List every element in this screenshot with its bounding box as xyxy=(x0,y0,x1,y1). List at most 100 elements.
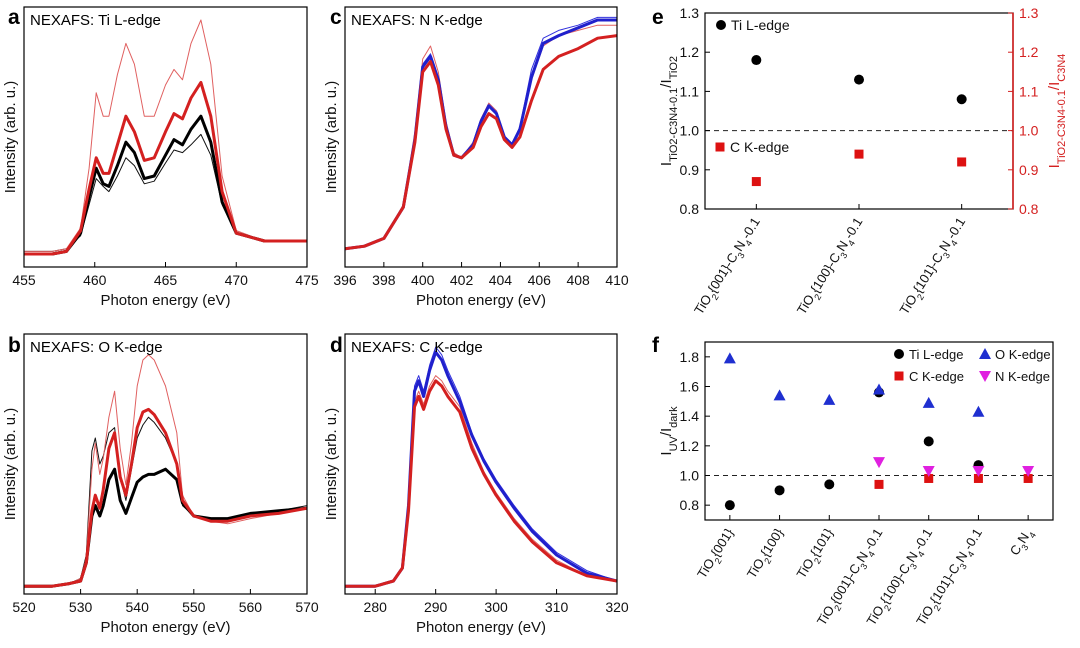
x-tick-label: 455 xyxy=(12,272,36,288)
series-line-1 xyxy=(345,375,617,587)
data-point xyxy=(874,479,884,489)
data-point xyxy=(972,405,985,417)
panel-label: f xyxy=(652,334,660,357)
legend-marker xyxy=(715,142,725,152)
data-point xyxy=(774,485,785,496)
x-tick-label: 396 xyxy=(333,272,357,288)
data-point xyxy=(873,457,885,469)
legend-label: N K-edge xyxy=(995,369,1050,384)
x-tick-label: 540 xyxy=(126,599,150,615)
x-tick-label: 560 xyxy=(239,599,263,615)
data-point xyxy=(723,352,736,364)
series-0 xyxy=(751,55,967,105)
series-3 xyxy=(873,457,1035,478)
panel-label: d xyxy=(330,334,343,357)
x-tick-label: 400 xyxy=(411,272,435,288)
y-axis-label: Intensity (arb. u.) xyxy=(323,408,340,521)
category-label: TiO2{001} xyxy=(694,525,740,583)
data-point xyxy=(854,74,864,85)
panel-label: e xyxy=(652,6,664,29)
data-point xyxy=(751,55,762,66)
legend-marker xyxy=(894,349,904,359)
x-axis-label: Photon energy (eV) xyxy=(100,292,230,309)
panel-f: 0.8 1.0 1.2 1.4 1.6 1.8 TiO2{001}TiO2{100}TiO2… xyxy=(652,334,1054,628)
series-1 xyxy=(751,149,967,187)
category-label: C3N4 xyxy=(1007,526,1038,561)
y-tick-label: 1.0 xyxy=(680,123,700,139)
panel-label: c xyxy=(330,6,342,29)
y-right-axis-label: ITiO2-C3N4-0.1/IC3N4 xyxy=(1046,54,1068,169)
x-tick-label: 406 xyxy=(528,272,552,288)
y-axis-label: IUV/Idark xyxy=(658,406,680,456)
data-point xyxy=(922,466,935,478)
x-tick-label: 475 xyxy=(295,272,319,288)
y-tick-label: 0.8 xyxy=(680,201,700,217)
x-tick-label: 550 xyxy=(182,599,206,615)
data-point xyxy=(873,383,885,395)
x-tick-label: 460 xyxy=(83,272,107,288)
series-line-3 xyxy=(24,80,307,256)
x-tick-label: 470 xyxy=(225,272,249,288)
series-group xyxy=(24,19,307,256)
y-axis-label: Intensity (arb. u.) xyxy=(323,81,340,194)
plot-frame xyxy=(23,333,308,595)
legend-label: Ti L-edge xyxy=(909,347,963,362)
series-line-1 xyxy=(24,19,307,252)
legend-e: Ti L-edge C K-edge xyxy=(715,17,790,155)
x-tick-label: 404 xyxy=(489,272,513,288)
y-axis-label: ITiO2-C3N4-0.1/ITiO2 xyxy=(658,56,680,166)
panel-e: 0.8 0.9 1.0 1.1 1.2 1.3 0.8 0.9 1.0 1.1 1.2 1.3 TiO2… xyxy=(652,5,1068,317)
series-group xyxy=(345,346,617,588)
plot-frame xyxy=(23,6,308,268)
series-line-3 xyxy=(345,34,617,251)
figure-panels: 455 460 465 470 475 NEXAFS: Ti L-edge Photon e… xyxy=(2,5,1068,636)
series-0 xyxy=(724,387,984,511)
panel-title: NEXAFS: Ti L-edge xyxy=(30,12,161,29)
legend-label: C K-edge xyxy=(909,369,964,384)
y-right-tick-label: 0.9 xyxy=(1019,162,1039,178)
y-right-tick-label: 1.2 xyxy=(1019,44,1039,60)
legend-label: O K-edge xyxy=(995,347,1051,362)
x-tick-label: 280 xyxy=(364,599,388,615)
x-tick-label: 290 xyxy=(424,599,448,615)
data-point xyxy=(1022,466,1035,478)
panel-b: 520 530 540 550 560 570 NEXAFS: O K-edge Photon… xyxy=(2,333,319,636)
data-point xyxy=(924,473,934,483)
series-group xyxy=(24,354,307,588)
panel-c: 396 398 400 402 404 406 408 410 NEXAFS: N K-edge… xyxy=(323,6,629,309)
legend-marker xyxy=(979,371,991,382)
plot-frame xyxy=(704,12,1014,210)
y-tick-label: 1.2 xyxy=(680,438,700,454)
data-point xyxy=(973,473,983,483)
series-line-3 xyxy=(345,379,617,588)
panel-title: NEXAFS: N K-edge xyxy=(351,12,483,29)
x-tick-label: 300 xyxy=(484,599,508,615)
category-label: TiO2{100} xyxy=(744,525,790,583)
data-point xyxy=(1023,473,1033,483)
panel-label: a xyxy=(8,6,20,29)
x-axis-label: Photon energy (eV) xyxy=(100,619,230,636)
x-tick-label: 320 xyxy=(605,599,629,615)
data-point xyxy=(972,466,985,478)
series-2 xyxy=(874,473,1033,489)
x-axis-label: Photon energy (eV) xyxy=(416,619,546,636)
y-tick-label: 1.0 xyxy=(680,468,700,484)
y-tick-label: 1.3 xyxy=(680,5,700,21)
plot-frame xyxy=(344,333,618,595)
data-point xyxy=(823,393,836,405)
legend-label: Ti L-edge xyxy=(731,17,790,33)
category-label: TiO2{101} xyxy=(794,525,840,583)
panel-a: 455 460 465 470 475 NEXAFS: Ti L-edge Photon e… xyxy=(2,6,319,309)
legend-marker xyxy=(716,20,726,30)
x-tick-label: 398 xyxy=(372,272,396,288)
y-right-tick-label: 1.0 xyxy=(1019,123,1039,139)
series-1 xyxy=(723,352,985,417)
x-tick-label: 520 xyxy=(12,599,36,615)
y-tick-label: 1.6 xyxy=(680,379,700,395)
data-point xyxy=(957,157,967,167)
series-line-1 xyxy=(345,24,617,250)
legend-f: Ti L-edge O K-edge C K-edge N K-edge xyxy=(894,347,1051,384)
data-point xyxy=(724,500,735,511)
y-tick-label: 1.1 xyxy=(680,83,700,99)
